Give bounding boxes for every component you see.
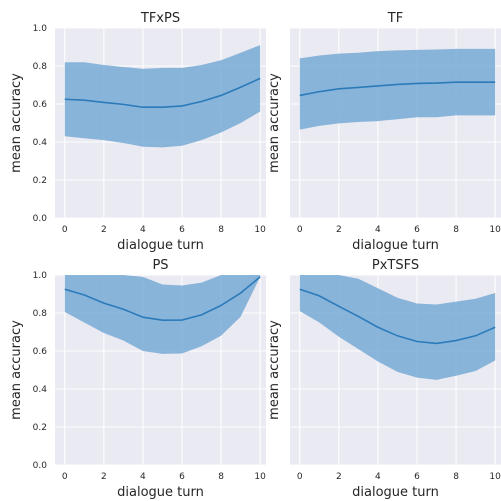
x-tick-label: 8 [453,225,459,235]
x-axis-label: dialogue turn [352,485,439,500]
y-tick-label: 0.2 [33,423,47,433]
y-tick-labels: 0.0 0.2 0.4 0.6 0.8 1.0 [33,271,48,471]
x-tick-label: 0 [62,472,68,482]
x-tick-label: 6 [179,472,185,482]
y-tick-label: 0.8 [33,309,48,319]
confidence-band [299,275,496,380]
mean-line [64,276,261,322]
x-tick-labels: 0 2 4 6 8 10 [62,225,266,235]
x-tick-label: 0 [297,472,303,482]
x-tick-label: 2 [336,225,342,235]
x-axis-label: dialogue turn [352,238,439,253]
panel-title: PS [152,258,168,273]
x-tick-label: 6 [179,225,185,235]
panel-ps: 0 2 4 6 8 10 0.0 0.2 0.4 0.6 0.8 1.0 PS dialogue t… [9,258,266,500]
x-tick-label: 6 [414,225,420,235]
panel-pxtsfs: 0 2 4 6 8 10 PxTSFS dialogue turn mean accura… [267,258,501,500]
panel-title: TF [387,11,403,26]
y-tick-label: 1.0 [33,271,48,281]
x-tick-label: 10 [254,225,266,235]
x-tick-label: 10 [489,225,501,235]
x-tick-label: 0 [62,225,68,235]
y-tick-label: 1.0 [33,24,48,34]
y-tick-label: 0.0 [33,214,48,224]
confidence-band [299,48,496,130]
confidence-band [64,45,261,148]
x-tick-label: 10 [489,472,501,482]
x-tick-label: 6 [414,472,420,482]
mean-line [64,77,261,109]
x-tick-labels: 0 2 4 6 8 10 [297,225,501,235]
x-tick-label: 8 [453,472,459,482]
mean-line [299,288,496,345]
x-tick-labels: 0 2 4 6 8 10 [62,472,266,482]
x-tick-labels: 0 2 4 6 8 10 [297,472,501,482]
y-tick-label: 0.8 [33,62,48,72]
y-tick-labels: 0.0 0.2 0.4 0.6 0.8 1.0 [33,24,48,224]
x-tick-label: 8 [218,225,224,235]
x-tick-label: 2 [101,472,107,482]
mean-line [299,81,496,97]
x-axis-label: dialogue turn [117,238,204,253]
x-tick-label: 2 [336,472,342,482]
y-tick-label: 0.0 [33,461,48,471]
panel-tfxps: 0 2 4 6 8 10 0.0 0.2 0.4 0.6 0.8 1.0 TFxPS dialogu… [9,11,266,253]
x-tick-label: 8 [218,472,224,482]
y-tick-label: 0.4 [33,138,48,148]
x-tick-label: 10 [254,472,266,482]
x-tick-label: 4 [140,472,146,482]
y-tick-label: 0.6 [33,100,48,110]
x-tick-label: 4 [375,472,381,482]
y-tick-label: 0.4 [33,385,48,395]
x-tick-label: 4 [375,225,381,235]
x-axis-label: dialogue turn [117,485,204,500]
y-axis-label: mean accuracy [9,73,24,173]
confidence-band [64,275,261,354]
x-tick-label: 4 [140,225,146,235]
panel-tf: 0 2 4 6 8 10 TF dialogue turn mean accuracy [267,11,501,253]
panel-title: PxTSFS [372,258,419,273]
y-tick-label: 0.6 [33,347,48,357]
y-axis-label: mean accuracy [267,73,282,173]
y-axis-label: mean accuracy [267,320,282,420]
y-axis-label: mean accuracy [9,320,24,420]
x-tick-label: 2 [101,225,107,235]
panel-title: TFxPS [140,11,180,26]
y-tick-label: 0.2 [33,176,47,186]
x-tick-label: 0 [297,225,303,235]
